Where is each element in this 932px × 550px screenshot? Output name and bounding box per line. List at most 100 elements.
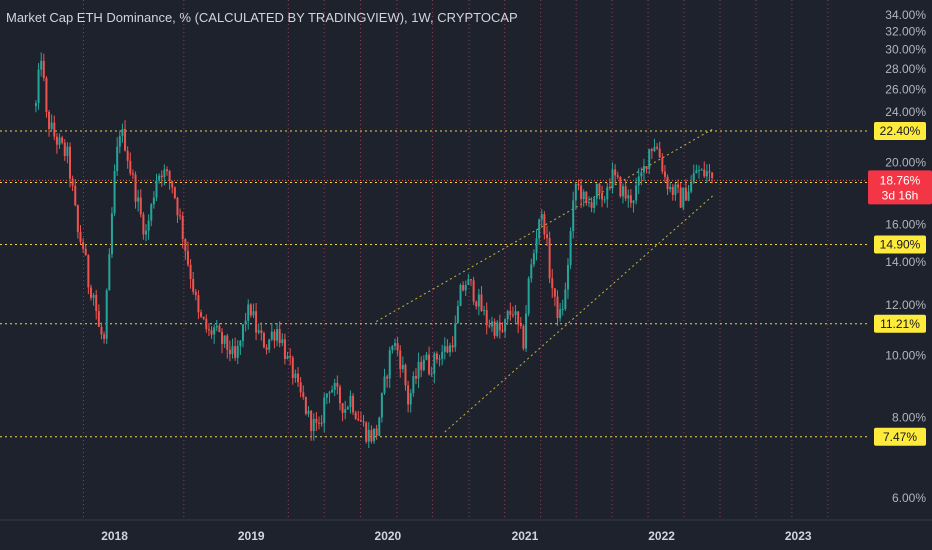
candle-body xyxy=(118,135,121,147)
candle-body xyxy=(477,294,480,307)
candle-body xyxy=(506,311,509,320)
candle-body xyxy=(215,325,218,328)
candle-body xyxy=(428,354,431,374)
candle-body xyxy=(624,186,627,199)
y-tick-label: 24.00% xyxy=(885,105,926,119)
level-label-text: 11.21% xyxy=(880,317,920,331)
candle-body xyxy=(425,354,428,360)
candle-body xyxy=(420,361,423,371)
level-label-text: 7.47% xyxy=(883,430,917,444)
candle-body xyxy=(276,329,279,341)
candle-body xyxy=(653,146,656,152)
candle-body xyxy=(323,397,326,424)
candle-body xyxy=(365,422,368,442)
candle-body xyxy=(456,306,459,324)
candle-body xyxy=(553,288,556,297)
candle-body xyxy=(438,358,441,360)
y-tick-label: 28.00% xyxy=(885,62,926,76)
candle-body xyxy=(244,320,247,325)
candle-body xyxy=(213,327,216,335)
candle-body xyxy=(302,392,305,397)
candle-body xyxy=(409,393,412,405)
candle-body xyxy=(328,392,331,394)
candle-body xyxy=(449,345,452,353)
candle-body xyxy=(514,311,517,316)
candle-body xyxy=(336,383,339,387)
candle-body xyxy=(417,361,420,379)
candle-body xyxy=(378,417,381,436)
candle-body xyxy=(55,136,58,145)
candle-body xyxy=(210,330,213,335)
candle-body xyxy=(616,175,619,177)
candle-body xyxy=(362,421,365,423)
time-axis[interactable]: 2018 2019 2020 2021 2022 2023 xyxy=(0,519,932,543)
chart-title: Market Cap ETH Dominance, % (CALCULATED … xyxy=(6,10,518,25)
candle-body xyxy=(705,171,708,177)
candle-body xyxy=(147,220,150,231)
candle-body xyxy=(501,330,504,332)
candle-body xyxy=(126,150,129,161)
candle-body xyxy=(341,403,344,413)
candle-body xyxy=(603,199,606,201)
candle-body xyxy=(92,295,95,298)
candle-body xyxy=(446,346,449,353)
candle-body xyxy=(540,214,543,220)
candle-body xyxy=(459,284,462,307)
y-tick-label: 26.00% xyxy=(885,83,926,97)
candle-body xyxy=(674,184,677,195)
candle-body xyxy=(504,319,507,332)
y-tick-label: 32.00% xyxy=(885,25,926,39)
candle-body xyxy=(380,393,383,418)
candle-body xyxy=(451,345,454,348)
candle-body xyxy=(349,395,352,408)
candle-body xyxy=(535,238,538,254)
candle-body xyxy=(407,385,410,405)
candle-body xyxy=(635,185,638,201)
candle-body xyxy=(278,329,281,344)
candle-body xyxy=(205,318,208,330)
candle-body xyxy=(325,393,328,398)
candle-body xyxy=(333,383,336,390)
candle-body xyxy=(48,112,51,129)
y-tick-label: 10.00% xyxy=(885,349,926,363)
candle-body xyxy=(257,330,260,333)
candle-body xyxy=(273,331,276,341)
candle-body xyxy=(679,187,682,208)
price-axis[interactable]: 6.00% 8.00% 10.00% 12.00% 14.00% 16.00% 20.00%… xyxy=(885,8,926,505)
y-tick-label: 16.00% xyxy=(885,218,926,232)
candle-body xyxy=(338,386,341,404)
candle-body xyxy=(559,309,562,319)
candle-body xyxy=(684,187,687,201)
candle-body xyxy=(145,230,148,235)
candle-body xyxy=(585,191,588,204)
candle-body xyxy=(173,187,176,198)
candle-body xyxy=(606,187,609,200)
candle-body xyxy=(388,350,391,379)
candle-layer xyxy=(34,52,714,449)
candle-body xyxy=(564,289,567,309)
level-label-box xyxy=(874,122,926,141)
y-tick-label: 8.00% xyxy=(892,411,926,425)
candle-body xyxy=(601,193,604,200)
candle-body xyxy=(221,331,224,344)
candle-body xyxy=(509,311,512,315)
candle-body xyxy=(359,420,362,422)
candle-body xyxy=(383,376,386,394)
candle-body xyxy=(611,169,614,189)
candle-body xyxy=(669,187,672,190)
candle-body xyxy=(538,219,541,239)
candle-body xyxy=(640,172,643,177)
candle-body xyxy=(682,187,685,208)
candle-body xyxy=(239,340,242,346)
candle-body xyxy=(566,264,569,290)
candle-body xyxy=(297,373,300,383)
candle-body xyxy=(637,176,640,186)
candle-body xyxy=(71,178,74,186)
candle-body xyxy=(464,285,467,291)
candle-body xyxy=(677,184,680,188)
candle-body xyxy=(207,329,210,331)
candle-body xyxy=(472,280,475,302)
